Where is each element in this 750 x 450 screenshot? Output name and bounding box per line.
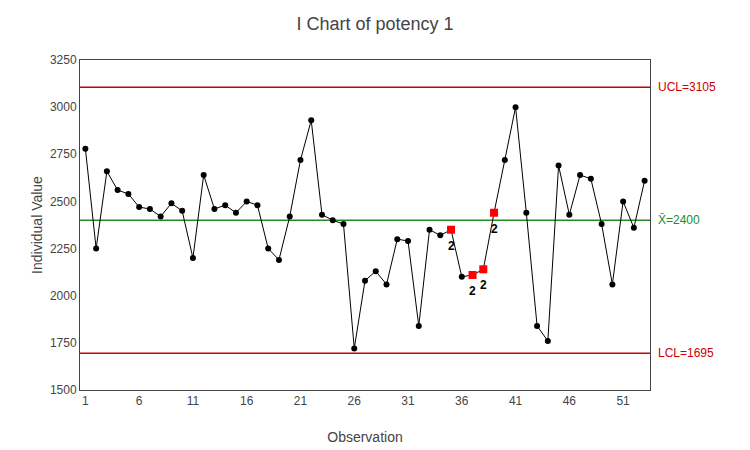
- svg-text:2000: 2000: [50, 289, 77, 303]
- svg-text:26: 26: [348, 394, 362, 408]
- svg-text:41: 41: [509, 394, 523, 408]
- svg-text:2: 2: [491, 222, 498, 236]
- svg-text:UCL=3105: UCL=3105: [658, 80, 716, 94]
- svg-text:1750: 1750: [50, 336, 77, 350]
- svg-text:2500: 2500: [50, 195, 77, 209]
- svg-text:2: 2: [448, 239, 455, 253]
- svg-text:Individual Value: Individual Value: [29, 176, 45, 274]
- svg-text:36: 36: [455, 394, 469, 408]
- svg-text:21: 21: [294, 394, 308, 408]
- svg-text:2750: 2750: [50, 147, 77, 161]
- svg-text:51: 51: [616, 394, 630, 408]
- svg-text:46: 46: [563, 394, 577, 408]
- svg-text:1: 1: [82, 394, 89, 408]
- svg-text:6: 6: [136, 394, 143, 408]
- svg-text:1500: 1500: [50, 383, 77, 397]
- svg-text:X̄=2400: X̄=2400: [658, 213, 700, 227]
- svg-text:11: 11: [187, 394, 200, 408]
- svg-text:2250: 2250: [50, 242, 77, 256]
- svg-text:3250: 3250: [50, 53, 77, 67]
- svg-text:31: 31: [401, 394, 415, 408]
- svg-text:2: 2: [469, 284, 476, 298]
- svg-text:3000: 3000: [50, 100, 77, 114]
- svg-text:16: 16: [240, 394, 254, 408]
- svg-text:Observation: Observation: [327, 429, 402, 445]
- svg-text:2: 2: [480, 278, 487, 292]
- svg-text:I Chart of potency 1: I Chart of potency 1: [296, 14, 453, 34]
- svg-text:LCL=1695: LCL=1695: [658, 346, 714, 360]
